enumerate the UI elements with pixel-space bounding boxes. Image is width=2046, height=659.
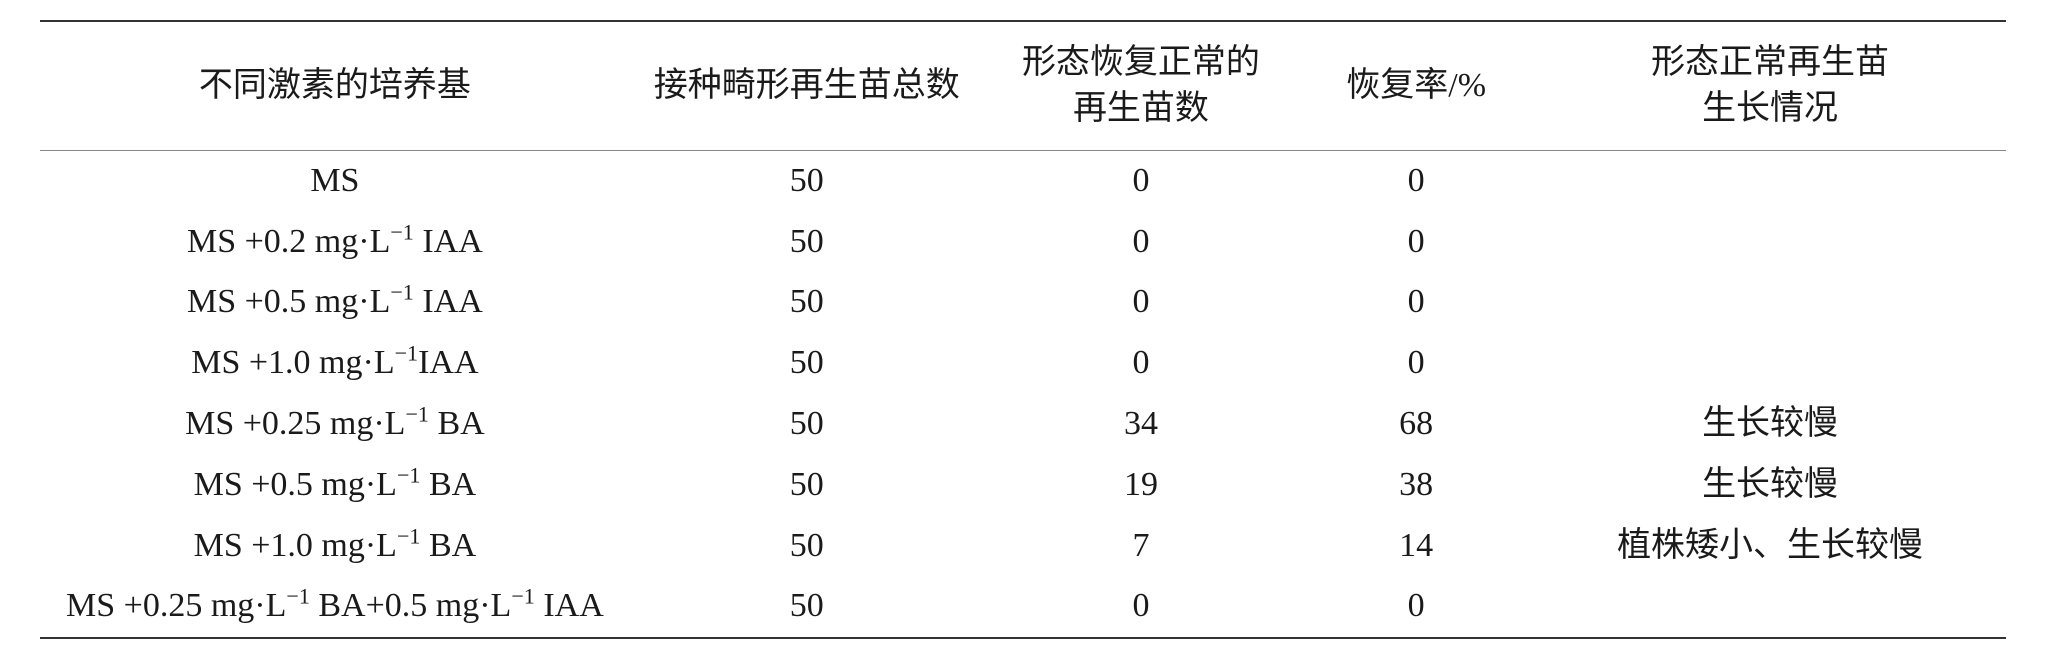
cell-medium-pre: MS +0.25 mg·L [66,587,286,624]
table-row: MS +0.25 mg·L−1 BA503468生长较慢 [40,394,2006,455]
cell-total: 50 [630,516,984,577]
table-header-row: 不同激素的培养基 接种畸形再生苗总数 形态恢复正常的 再生苗数 恢复率/% 形态… [40,21,2006,150]
cell-rate: 0 [1298,212,1534,273]
col-header-growth-line2: 生长情况 [1542,86,1998,132]
cell-medium-post: IAA [414,223,483,260]
cell-medium-post: BA [420,527,476,564]
col-header-recovered-line2: 再生苗数 [992,86,1291,132]
cell-recovered: 0 [984,272,1299,333]
cell-rate: 0 [1298,272,1534,333]
cell-growth: 生长较慢 [1534,394,2006,455]
cell-total: 50 [630,576,984,638]
cell-recovered: 0 [984,576,1299,638]
cell-growth [1534,150,2006,211]
col-header-recovered-line1: 形态恢复正常的 [992,40,1291,86]
cell-medium: MS +1.0 mg·L−1IAA [40,333,630,394]
cell-medium-post: BA [429,405,485,442]
cell-recovered: 0 [984,212,1299,273]
cell-medium: MS +1.0 mg·L−1 BA [40,516,630,577]
cell-rate: 14 [1298,516,1534,577]
cell-medium-post: BA+0.5 mg·L [310,587,511,624]
cell-medium-post: IAA [418,344,478,381]
cell-medium-pre: MS +0.5 mg·L [194,466,397,503]
cell-total: 50 [630,333,984,394]
cell-medium-sup: −1 [286,584,310,609]
cell-total: 50 [630,212,984,273]
cell-medium: MS +0.5 mg·L−1 IAA [40,272,630,333]
cell-total: 50 [630,394,984,455]
cell-medium: MS +0.25 mg·L−1 BA [40,394,630,455]
cell-medium: MS +0.5 mg·L−1 BA [40,455,630,516]
cell-medium: MS [40,150,630,211]
cell-rate: 0 [1298,333,1534,394]
cell-rate: 0 [1298,576,1534,638]
cell-medium-sup: −1 [390,280,414,305]
cell-recovered: 34 [984,394,1299,455]
col-header-growth: 形态正常再生苗 生长情况 [1534,21,2006,150]
table-container: 不同激素的培养基 接种畸形再生苗总数 形态恢复正常的 再生苗数 恢复率/% 形态… [0,0,2046,659]
cell-growth [1534,576,2006,638]
table-row: MS +0.25 mg·L−1 BA+0.5 mg·L−1 IAA5000 [40,576,2006,638]
table-row: MS +0.5 mg·L−1 BA501938生长较慢 [40,455,2006,516]
table-row: MS +0.5 mg·L−1 IAA5000 [40,272,2006,333]
cell-total: 50 [630,455,984,516]
table-row: MS5000 [40,150,2006,211]
table-row: MS +0.2 mg·L−1 IAA5000 [40,212,2006,273]
col-header-medium: 不同激素的培养基 [40,21,630,150]
cell-total: 50 [630,272,984,333]
cell-medium-sup2: −1 [511,584,535,609]
cell-recovered: 19 [984,455,1299,516]
cell-growth [1534,272,2006,333]
cell-medium-pre: MS +1.0 mg·L [191,344,394,381]
cell-medium-post2: IAA [535,587,604,624]
cell-recovered: 0 [984,333,1299,394]
cell-total: 50 [630,150,984,211]
cell-medium-sup: −1 [390,219,414,244]
cell-medium: MS +0.2 mg·L−1 IAA [40,212,630,273]
cell-growth: 植株矮小、生长较慢 [1534,516,2006,577]
cell-rate: 0 [1298,150,1534,211]
cell-medium-sup: −1 [397,462,421,487]
cell-recovered: 0 [984,150,1299,211]
cell-growth: 生长较慢 [1534,455,2006,516]
cell-medium-pre: MS +0.5 mg·L [187,283,390,320]
cell-rate: 38 [1298,455,1534,516]
table-row: MS +1.0 mg·L−1IAA5000 [40,333,2006,394]
cell-medium-pre: MS +1.0 mg·L [194,527,397,564]
cell-medium-post: IAA [414,283,483,320]
cell-medium-post: BA [420,466,476,503]
cell-medium-pre: MS +0.2 mg·L [187,223,390,260]
col-header-recovered: 形态恢复正常的 再生苗数 [984,21,1299,150]
cell-growth [1534,212,2006,273]
cell-medium-sup: −1 [395,341,419,366]
cell-medium-sup: −1 [405,402,429,427]
cell-medium-pre: MS +0.25 mg·L [185,405,405,442]
cell-medium-pre: MS [310,162,359,199]
cell-medium-sup: −1 [397,523,421,548]
cell-growth [1534,333,2006,394]
col-header-total: 接种畸形再生苗总数 [630,21,984,150]
cell-recovered: 7 [984,516,1299,577]
cell-medium: MS +0.25 mg·L−1 BA+0.5 mg·L−1 IAA [40,576,630,638]
table-row: MS +1.0 mg·L−1 BA50714植株矮小、生长较慢 [40,516,2006,577]
data-table: 不同激素的培养基 接种畸形再生苗总数 形态恢复正常的 再生苗数 恢复率/% 形态… [40,20,2006,639]
cell-rate: 68 [1298,394,1534,455]
col-header-rate: 恢复率/% [1298,21,1534,150]
col-header-growth-line1: 形态正常再生苗 [1542,40,1998,86]
table-body: MS5000MS +0.2 mg·L−1 IAA5000MS +0.5 mg·L… [40,150,2006,638]
